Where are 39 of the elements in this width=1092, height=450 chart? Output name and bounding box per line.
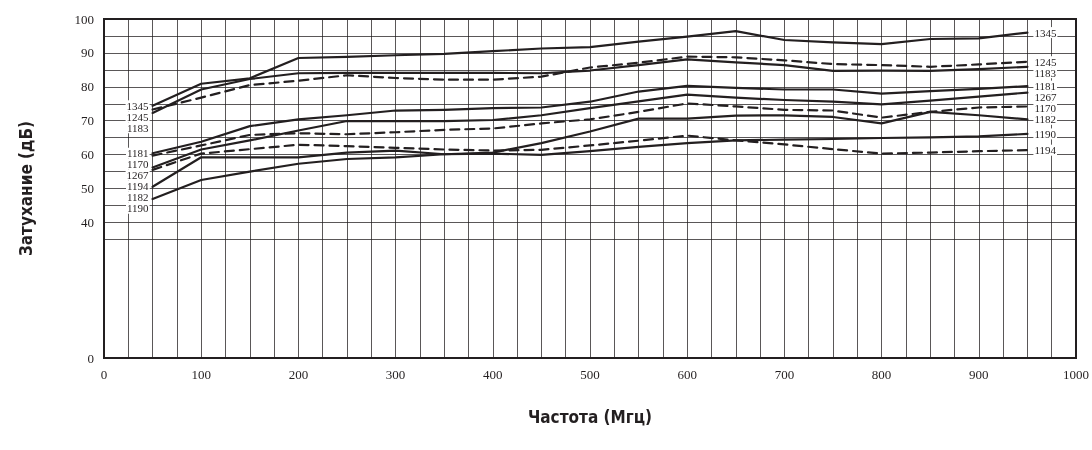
series-label: 1181 bbox=[127, 147, 149, 160]
series-label: 1245 bbox=[126, 110, 150, 123]
y-tick-label: 100 bbox=[74, 11, 94, 27]
series-label: 1267 bbox=[126, 169, 150, 182]
text: 1245 bbox=[1034, 55, 1057, 68]
text: 1182 bbox=[1034, 113, 1056, 126]
y-tick-label: 60 bbox=[81, 147, 94, 163]
x-tick-label: 300 bbox=[385, 367, 406, 382]
y-tick-label: 70 bbox=[81, 113, 94, 129]
y-tick-label: 90 bbox=[81, 45, 94, 61]
series-label: 1194 bbox=[1034, 144, 1057, 157]
series-label: 1345 bbox=[126, 99, 150, 112]
text: 1183 bbox=[127, 121, 149, 134]
text: 1194 bbox=[127, 180, 149, 193]
x-tick-label: 400 bbox=[483, 367, 503, 382]
y-tick-label: 50 bbox=[81, 181, 94, 196]
x-tick-label: 200 bbox=[288, 367, 309, 382]
text: 1181 bbox=[1034, 80, 1056, 93]
series-label: 1182 bbox=[127, 191, 149, 204]
y-axis-title: Затухание (дБ) bbox=[15, 120, 36, 257]
x-tick-label: 500 bbox=[580, 367, 600, 382]
x-tick-label: 100 bbox=[191, 367, 211, 382]
series-label: 1190 bbox=[127, 202, 150, 215]
text: 1190 bbox=[1034, 127, 1056, 140]
text: 1170 bbox=[1034, 102, 1056, 115]
series-label: 1170 bbox=[127, 158, 150, 171]
x-tick-label: 600 bbox=[677, 367, 697, 382]
text: 1345 bbox=[1034, 26, 1057, 39]
y-tick-label: 80 bbox=[81, 79, 94, 95]
x-axis-title: Частота (Мгц) bbox=[527, 406, 653, 427]
x-tick-label: 0 bbox=[100, 367, 108, 382]
x-tick-label: 900 bbox=[969, 367, 989, 382]
x-tick-label: 800 bbox=[871, 367, 892, 382]
text: 1267 bbox=[1034, 91, 1057, 104]
x-tick-label: 700 bbox=[774, 367, 795, 382]
y-tick-label: 0 bbox=[87, 350, 94, 366]
series-label: 1183 bbox=[1034, 66, 1057, 79]
y-tick-label: 40 bbox=[81, 214, 94, 230]
x-tick-label: 1000 bbox=[1063, 367, 1089, 382]
